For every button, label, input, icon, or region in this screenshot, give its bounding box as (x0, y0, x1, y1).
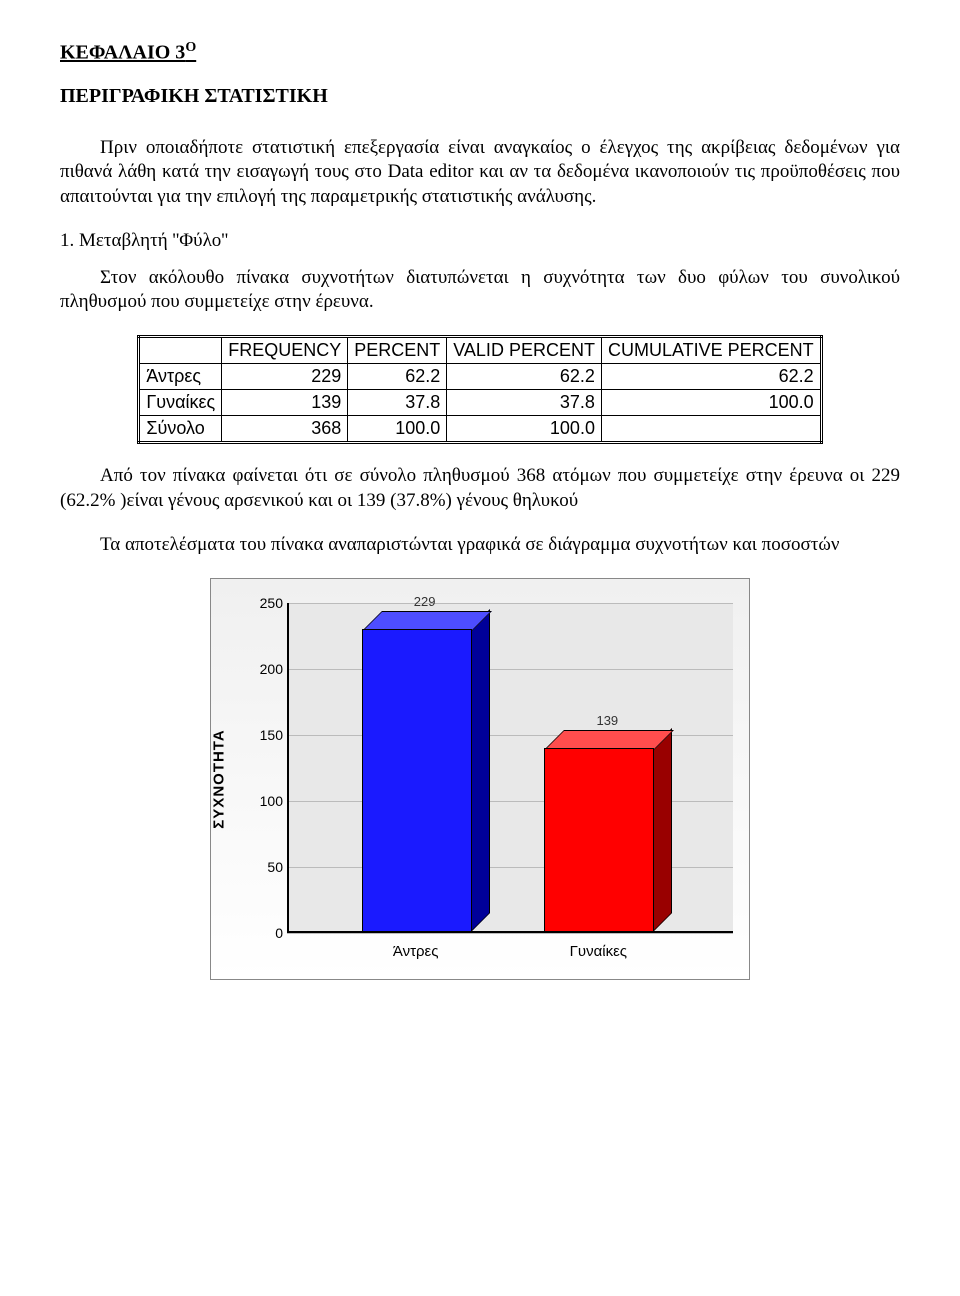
bar-top-face (544, 730, 674, 750)
bar-side-face (470, 609, 490, 933)
table-cell: Σύνολο (139, 416, 222, 443)
table-header-percent: PERCENT (348, 337, 447, 364)
table-cell: 368 (222, 416, 348, 443)
table-row: Άντρες 229 62.2 62.2 62.2 (139, 364, 821, 390)
chart-intro-paragraph: Τα αποτελέσματα του πίνακα αναπαριστώντα… (60, 533, 900, 558)
table-row: Σύνολο 368 100.0 100.0 (139, 416, 821, 443)
grid-line (287, 669, 733, 670)
chart-plot-area: 229139 050100150200250ΆντρεςΓυναίκες (287, 603, 733, 933)
y-tick-label: 100 (249, 793, 283, 809)
bar-front-face (362, 629, 472, 933)
y-tick-label: 0 (249, 925, 283, 941)
table-header-frequency: FREQUENCY (222, 337, 348, 364)
table-cell: 100.0 (348, 416, 447, 443)
table-row: Γυναίκες 139 37.8 37.8 100.0 (139, 390, 821, 416)
chart-container: ΣΥΧΝΟΤΗΤΑ 229 139 0 50 100 150 200 250 Άντρες Γυ… (210, 578, 750, 980)
subsection-1-title: 1. Μεταβλητή ''Φύλο'' (60, 230, 900, 252)
bar-value-label: 139 (596, 713, 618, 728)
table-cell (601, 416, 821, 443)
x-category-label: Γυναίκες (570, 943, 627, 960)
result-paragraph: Από τον πίνακα φαίνεται ότι σε σύνολο πλ… (60, 464, 900, 513)
table-cell: 229 (222, 364, 348, 390)
table-cell: 62.2 (601, 364, 821, 390)
table-cell: 139 (222, 390, 348, 416)
bar-side-face (652, 728, 672, 933)
x-axis-line (287, 931, 733, 933)
table-cell: 100.0 (601, 390, 821, 416)
table-cell: 37.8 (447, 390, 602, 416)
chart-bar: 229 (362, 631, 470, 933)
intro-paragraph: Πριν οποιαδήποτε στατιστική επεξεργασία … (60, 136, 900, 210)
table-header-cumulative-percent: CUMULATIVE PERCENT (601, 337, 821, 364)
chart-box: ΣΥΧΝΟΤΗΤΑ 229 139 0 50 100 150 200 250 Άντρες Γυ… (210, 578, 750, 980)
chapter-title-text: ΚΕΦΑΛΑΙΟ 3 (60, 42, 185, 64)
table-cell: 62.2 (348, 364, 447, 390)
table-cell: 62.2 (447, 364, 602, 390)
table-cell: Άντρες (139, 364, 222, 390)
grid-line (287, 933, 733, 934)
grid-line (287, 603, 733, 604)
chapter-title: ΚΕΦΑΛΑΙΟ 3Ο (60, 40, 900, 65)
chapter-title-sup: Ο (185, 40, 196, 55)
y-axis-line (287, 603, 289, 933)
table-cell: 37.8 (348, 390, 447, 416)
chart-y-axis-label: ΣΥΧΝΟΤΗΤΑ (211, 729, 228, 828)
table-header-row: FREQUENCY PERCENT VALID PERCENT CUMULATI… (139, 337, 821, 364)
y-tick-label: 50 (249, 859, 283, 875)
y-tick-label: 200 (249, 661, 283, 677)
bar-front-face (544, 748, 654, 933)
frequency-table: FREQUENCY PERCENT VALID PERCENT CUMULATI… (137, 335, 822, 444)
table-header-empty (139, 337, 222, 364)
bar-top-face (362, 611, 492, 631)
y-tick-label: 250 (249, 595, 283, 611)
subsection-1-paragraph: Στον ακόλουθο πίνακα συχνοτήτων διατυπών… (60, 266, 900, 315)
section-title: ΠΕΡΙΓΡΑΦΙΚΗ ΣΤΑΤΙΣΤΙΚΗ (60, 85, 900, 108)
x-category-label: Άντρες (393, 943, 439, 960)
chart-bar: 139 (544, 750, 652, 933)
table-cell: 100.0 (447, 416, 602, 443)
y-tick-label: 150 (249, 727, 283, 743)
table-cell: Γυναίκες (139, 390, 222, 416)
bar-value-label: 229 (414, 594, 436, 609)
table-header-valid-percent: VALID PERCENT (447, 337, 602, 364)
